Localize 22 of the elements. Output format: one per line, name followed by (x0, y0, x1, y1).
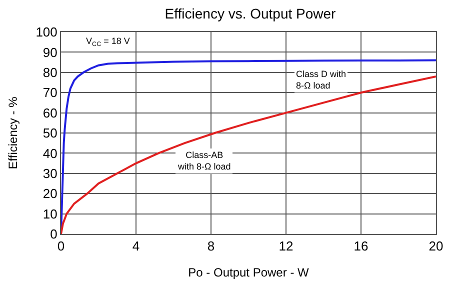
y-axis-title: Efficiency - % (6, 96, 20, 170)
x-tick-label: 8 (207, 238, 215, 254)
x-tick-label: 16 (354, 238, 368, 254)
x-tick-label: 20 (428, 238, 444, 254)
x-axis-title: Po - Output Power - W (188, 266, 310, 280)
y-tick-label: 90 (42, 44, 58, 60)
y-tick-label: 80 (42, 64, 58, 80)
x-tick-label: 4 (132, 238, 140, 254)
y-tick-label: 10 (42, 206, 58, 222)
y-tick-label: 70 (42, 85, 58, 100)
y-tick-label: 0 (50, 226, 58, 242)
y-tick-label: 40 (42, 146, 58, 161)
x-tick-label: 12 (278, 238, 294, 254)
y-tick-label: 20 (42, 186, 58, 202)
chart-title: Efficiency vs. Output Power (164, 5, 336, 22)
y-tick-label: 30 (42, 166, 58, 181)
annotation: Class-AB with 8-Ω load (177, 150, 231, 172)
y-tick-label: 50 (42, 126, 58, 141)
y-tick-label: 60 (42, 105, 58, 120)
annotation: V$_{CC}$ = 18 V (86, 36, 130, 48)
y-tick-label: 100 (36, 24, 58, 40)
annotation: Class D with 8-Ω load (296, 69, 346, 91)
